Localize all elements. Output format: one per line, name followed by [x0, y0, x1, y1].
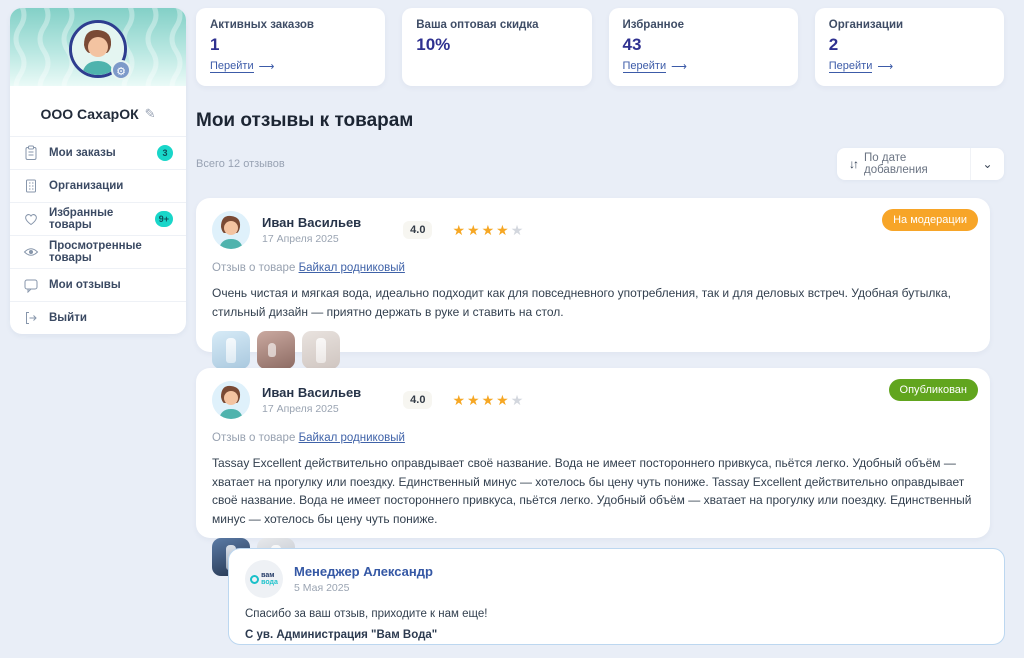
product-row: Отзыв о товаре Байкал родниковый [212, 262, 405, 274]
stat-label: Активных заказов [210, 19, 314, 31]
status-badge: На модерации [882, 209, 978, 231]
reply-text: Спасибо за ваш отзыв, приходите к нам ещ… [245, 608, 488, 620]
gear-icon[interactable]: ⚙ [111, 60, 131, 80]
rating-value: 4.0 [403, 221, 433, 239]
clipboard-icon [25, 145, 37, 160]
stat-card-discount: Ваша оптовая скидка 10% [402, 8, 592, 86]
reviewer-avatar [212, 211, 250, 249]
favorites-count-badge: 9+ [154, 211, 173, 227]
reviews-total-label: Всего 12 отзывов [196, 158, 285, 170]
status-badge: Опубликован [888, 379, 978, 401]
manager-name: Менеджер Александр [294, 564, 433, 579]
rating-value: 4.0 [403, 391, 433, 409]
stat-cards-row: Активных заказов 1 Перейти ⟶ Ваша оптовая… [196, 8, 1004, 86]
arrow-icon: ⟶ [258, 61, 275, 73]
review-card: Иван Васильев 17 Апреля 2025 4.0 ★★★★★ О… [196, 368, 990, 577]
goto-link[interactable]: Перейти ⟶ [828, 60, 894, 73]
star-filled-icon: ★ [452, 221, 468, 238]
goto-link[interactable]: Перейти ⟶ [622, 60, 687, 73]
page-title: Мои отзывы к товарам [196, 110, 414, 131]
product-link[interactable]: Байкал родниковый [298, 432, 405, 444]
review-text: Очень чистая и мягкая вода, идеально под… [212, 286, 951, 319]
brand-logo: вам вода [245, 560, 283, 598]
building-icon [26, 179, 36, 193]
star-rating: ★★★★★ [452, 222, 525, 239]
stat-label: Избранное [622, 19, 685, 31]
stat-value: 1 [210, 35, 220, 54]
star-empty-icon: ★ [510, 221, 526, 238]
goto-link[interactable]: Перейти ⟶ [210, 60, 275, 73]
stat-label: Ваша оптовая скидка [416, 19, 539, 31]
sidebar-item-label: Мои отзывы [49, 279, 121, 291]
arrow-icon: ⟶ [671, 61, 687, 73]
wave-pattern [13, 8, 183, 86]
review-thumbnails [212, 331, 974, 370]
stat-value: 2 [828, 35, 839, 54]
star-filled-icon: ★ [481, 391, 497, 408]
sort-icon: ↓↑ [849, 157, 859, 171]
reply-signature: С ув. Администрация "Вам Вода" [245, 629, 438, 641]
sidebar-item-logout[interactable]: Выйти [10, 301, 186, 334]
sidebar-item-label: Просмотренные товары [49, 240, 142, 264]
avatar-illustration [72, 23, 124, 75]
edit-icon[interactable]: ✎ [144, 106, 156, 121]
arrow-icon: ⟶ [877, 61, 894, 73]
sort-selected-value: По дате добавления [864, 152, 928, 176]
sidebar-item-label: Избранные товары [49, 207, 114, 231]
reply-date: 5 Мая 2025 [294, 582, 350, 594]
stat-card-favorites: Избранное 43 Перейти ⟶ [608, 8, 798, 86]
review-date: 17 Апреля 2025 [262, 233, 339, 245]
star-filled-icon: ★ [467, 391, 482, 408]
company-name: ООО СахарОК [40, 106, 139, 122]
reviewer-name: Иван Васильев [262, 215, 362, 230]
star-filled-icon: ★ [452, 391, 468, 408]
product-row: Отзыв о товаре Байкал родниковый [212, 432, 405, 444]
star-filled-icon: ★ [481, 221, 497, 238]
review-text: Tassay Excellent действительно оправдыва… [212, 456, 972, 526]
sidebar-item-orders[interactable]: Мои заказы 3 [10, 136, 186, 169]
sidebar-item-organizations[interactable]: Организации [10, 169, 186, 202]
product-thumbnail-bottle-white[interactable] [302, 331, 340, 370]
logout-icon [26, 312, 37, 324]
reviewer-avatar [212, 381, 250, 419]
stat-value: 43 [622, 35, 642, 54]
product-thumbnail-bottle-splash[interactable] [212, 331, 250, 370]
star-filled-icon: ★ [467, 221, 482, 238]
user-avatar[interactable]: ⚙ [69, 20, 131, 80]
manager-reply-card: вам вода Менеджер Александр 5 Мая 2025 С… [228, 548, 1005, 645]
product-link[interactable]: Байкал родниковый [298, 262, 405, 274]
star-empty-icon: ★ [510, 391, 526, 408]
product-thumbnail-person-drinking[interactable] [257, 331, 295, 370]
star-filled-icon: ★ [496, 221, 511, 238]
stat-value: 10% [416, 35, 451, 54]
chevron-down-icon[interactable]: ⌄ [970, 148, 1004, 180]
stat-label: Организации [828, 19, 904, 31]
sidebar-item-label: Организации [49, 180, 124, 192]
sidebar-item-reviews[interactable]: Мои отзывы [10, 268, 186, 301]
sidebar: ⚙ ООО СахарОК ✎ Мои заказы 3 Организации… [10, 8, 186, 334]
sort-dropdown[interactable]: ↓↑ По дате добавления ⌄ [837, 148, 1004, 180]
logo-ring-icon [250, 574, 260, 584]
sidebar-item-favorites[interactable]: Избранные товары 9+ [10, 202, 186, 235]
heart-icon [25, 214, 37, 226]
stat-card-active-orders: Активных заказов 1 Перейти ⟶ [196, 8, 386, 86]
stat-card-organizations: Организации 2 Перейти ⟶ [814, 8, 1004, 86]
chat-icon [24, 279, 38, 293]
eye-icon [23, 248, 39, 256]
star-filled-icon: ★ [496, 391, 511, 408]
sidebar-item-label: Выйти [49, 312, 87, 324]
star-rating: ★★★★★ [452, 392, 525, 409]
review-date: 17 Апреля 2025 [262, 403, 339, 415]
reviewer-name: Иван Васильев [262, 385, 362, 400]
sidebar-item-viewed[interactable]: Просмотренные товары [10, 235, 186, 268]
review-card: Иван Васильев 17 Апреля 2025 4.0 ★★★★★ Н… [196, 198, 990, 370]
sidebar-header-banner: ⚙ [10, 8, 186, 86]
sidebar-menu: Мои заказы 3 Организации Избранные товар… [10, 136, 186, 334]
orders-count-badge: 3 [157, 145, 173, 161]
sidebar-item-label: Мои заказы [49, 147, 116, 159]
